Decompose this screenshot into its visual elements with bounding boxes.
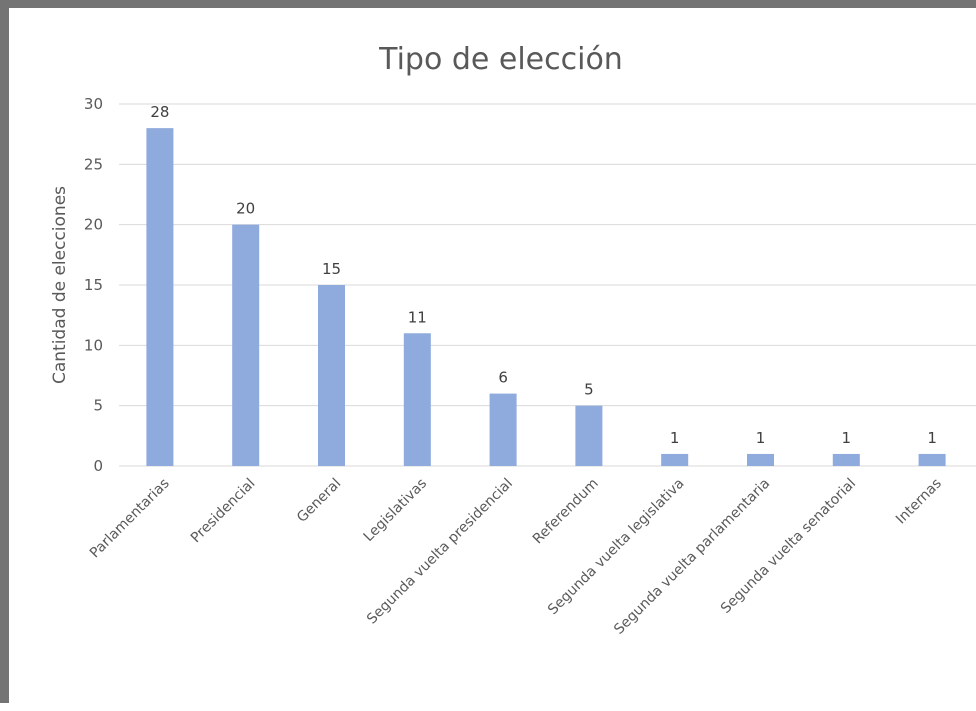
gridlines (119, 103, 976, 467)
bars (146, 128, 946, 466)
data-label: 1 (756, 429, 766, 447)
bar (918, 453, 946, 466)
chart-title: Tipo de elección (378, 42, 623, 77)
category-label: Internas (893, 476, 945, 528)
bar (747, 453, 774, 466)
bar (661, 453, 689, 466)
bar (146, 128, 174, 466)
category-label: Referendum (530, 476, 602, 548)
category-label: General (294, 476, 344, 526)
y-tick-label: 20 (84, 216, 103, 234)
bar (318, 285, 345, 466)
y-tick-label: 15 (84, 276, 103, 294)
y-axis-label: Cantidad de elecciones (50, 186, 70, 384)
bar (575, 405, 603, 466)
bar-chart: Tipo de elección Cantidad de elecciones … (50, 42, 976, 638)
category-labels: Parlamentarias Presidencial General Legisla… (87, 476, 945, 638)
bar (232, 224, 260, 466)
y-tick-label: 5 (93, 397, 103, 415)
category-label: Segunda vuelta parlamentaria (611, 476, 773, 638)
category-label: Parlamentarias (87, 476, 173, 562)
data-label: 15 (322, 260, 341, 278)
data-label: 5 (584, 381, 594, 399)
y-tick-label: 25 (84, 155, 103, 173)
bar (403, 333, 431, 466)
data-label: 20 (236, 200, 255, 218)
data-label: 28 (150, 103, 169, 121)
category-label: Legislativas (361, 476, 430, 545)
category-label: Segunda vuelta senatorial (718, 476, 859, 617)
y-tick-label: 10 (84, 336, 103, 354)
y-tick-label: 30 (84, 95, 103, 113)
bar (832, 453, 860, 466)
y-axis-ticks: 0 5 10 15 20 25 30 (84, 95, 103, 475)
category-label: Segunda vuelta legislativa (545, 476, 687, 618)
data-label: 1 (842, 429, 852, 447)
data-label: 1 (927, 429, 937, 447)
data-label: 11 (408, 308, 427, 326)
data-label: 1 (670, 429, 680, 447)
bar (489, 393, 517, 466)
category-label: Presidencial (188, 476, 259, 547)
data-label: 6 (498, 369, 508, 387)
category-label: Segunda vuelta presidencial (364, 476, 516, 628)
y-tick-label: 0 (93, 457, 103, 475)
